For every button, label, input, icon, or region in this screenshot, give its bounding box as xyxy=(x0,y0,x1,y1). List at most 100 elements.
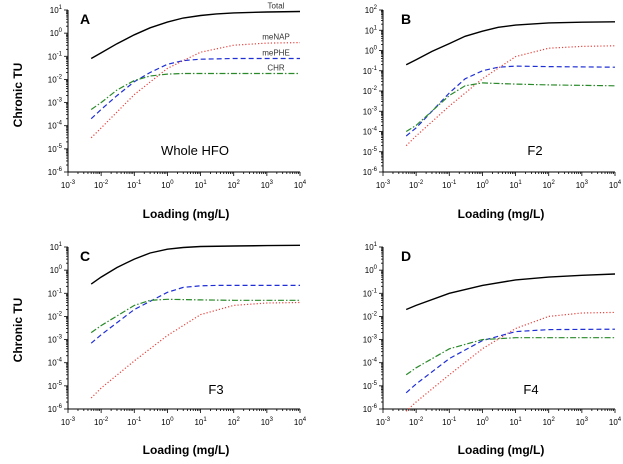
tick-label: 103 xyxy=(576,417,589,427)
series-line-mephe xyxy=(90,57,300,120)
x-axis-title: Loading (mg/L) xyxy=(458,207,545,221)
tick-label: 10-2 xyxy=(409,417,424,427)
series-line-mephe xyxy=(90,284,300,344)
tick-label: 10-6 xyxy=(48,404,63,414)
series-line-chr xyxy=(90,298,300,334)
tick-label: 10-1 xyxy=(363,288,378,298)
tick-label: 101 xyxy=(509,180,522,190)
series-line-menap xyxy=(405,311,616,412)
tick-label: 101 xyxy=(365,25,378,35)
tick-label: 10-3 xyxy=(48,98,63,108)
tick-label: 102 xyxy=(365,5,378,15)
y-axis-title: Chronic TU xyxy=(11,298,25,363)
tick-label: 10-2 xyxy=(363,311,378,321)
tick-label: 10-6 xyxy=(363,404,378,414)
tick-label: 10-2 xyxy=(48,311,63,321)
chart-panel-c: 10-3 10-2 10-1 100 101 102 103 104 10-6 10-5 10-4 1… xyxy=(11,242,307,457)
panel-letter: A xyxy=(80,11,90,27)
tick-label: 10-4 xyxy=(363,358,378,368)
tick-label: 103 xyxy=(261,417,274,427)
chart-panel-a: 10-3 10-2 10-1 100 101 102 103 104 10-6 10-5 10-4 1… xyxy=(11,2,307,221)
series-line-mephe xyxy=(405,65,616,137)
tick-label: 100 xyxy=(476,417,489,427)
tick-label: 10-1 xyxy=(442,417,457,427)
tick-label: 10-2 xyxy=(94,417,109,427)
tick-label: 101 xyxy=(50,242,63,252)
tick-label: 102 xyxy=(228,417,241,427)
tick-label: 100 xyxy=(50,265,63,275)
x-axis-title: Loading (mg/L) xyxy=(143,207,230,221)
tick-label: 10-1 xyxy=(127,417,142,427)
tick-label: 10-3 xyxy=(363,335,378,345)
tick-label: 10-1 xyxy=(48,288,63,298)
tick-label: 10-1 xyxy=(363,66,378,76)
series-line-menap xyxy=(405,45,616,147)
tick-label: 10-4 xyxy=(48,121,63,131)
tick-label: 100 xyxy=(161,180,174,190)
tick-label: 104 xyxy=(294,180,307,190)
tick-label: 103 xyxy=(576,180,589,190)
tick-label: 10-5 xyxy=(48,381,63,391)
series-label-total: Total xyxy=(268,2,285,11)
tick-label: 102 xyxy=(543,417,556,427)
panel-annotation: F4 xyxy=(523,382,538,397)
tick-label: 100 xyxy=(476,180,489,190)
series-line-total xyxy=(90,244,301,285)
tick-label: 100 xyxy=(365,265,378,275)
tick-label: 10-3 xyxy=(363,106,378,116)
tick-label: 10-1 xyxy=(442,180,457,190)
series-line-mephe xyxy=(405,328,616,394)
panel-annotation: Whole HFO xyxy=(161,143,229,158)
tick-label: 104 xyxy=(294,417,307,427)
panel-annotation: F2 xyxy=(527,143,542,158)
tick-label: 101 xyxy=(194,417,207,427)
tick-label: 10-3 xyxy=(48,335,63,345)
y-axis-title: Chronic TU xyxy=(11,63,25,128)
chart-panel-b: 10-3 10-2 10-1 100 101 102 103 104 10-6 10-5 10-4 1… xyxy=(363,5,622,221)
tick-label: 10-3 xyxy=(376,417,391,427)
tick-label: 102 xyxy=(543,180,556,190)
tick-label: 10-3 xyxy=(61,180,76,190)
tick-label: 100 xyxy=(50,28,63,38)
tick-label: 104 xyxy=(609,417,622,427)
series-line-menap xyxy=(90,42,301,139)
tick-label: 10-3 xyxy=(61,417,76,427)
tick-label: 102 xyxy=(228,180,241,190)
series-line-chr xyxy=(90,72,300,110)
tick-label: 10-2 xyxy=(363,86,378,96)
panel-letter: C xyxy=(80,248,90,264)
tick-label: 101 xyxy=(365,242,378,252)
tick-label: 10-4 xyxy=(48,358,63,368)
tick-label: 10-2 xyxy=(94,180,109,190)
series-line-chr xyxy=(405,337,615,376)
series-line-chr xyxy=(405,82,616,133)
tick-label: 104 xyxy=(609,180,622,190)
series-line-total xyxy=(90,10,301,60)
series-label-chr: CHR xyxy=(267,64,285,73)
panel-annotation: F3 xyxy=(208,382,223,397)
tick-label: 10-1 xyxy=(127,180,142,190)
series-line-total xyxy=(405,273,616,311)
panel-letter: B xyxy=(401,11,411,27)
x-axis-title: Loading (mg/L) xyxy=(143,443,230,457)
tick-label: 10-5 xyxy=(363,381,378,391)
tick-label: 101 xyxy=(194,180,207,190)
tick-label: 10-6 xyxy=(48,167,63,177)
tick-label: 10-2 xyxy=(409,180,424,190)
tick-label: 10-2 xyxy=(48,74,63,84)
tick-label: 10-5 xyxy=(363,147,378,157)
series-line-total xyxy=(405,21,616,66)
tick-label: 10-1 xyxy=(48,51,63,61)
x-axis-title: Loading (mg/L) xyxy=(458,443,545,457)
tick-label: 103 xyxy=(261,180,274,190)
series-label-mephe: mePHE xyxy=(262,49,290,58)
tick-label: 10-4 xyxy=(363,127,378,137)
tick-label: 100 xyxy=(365,46,378,56)
tick-label: 10-6 xyxy=(363,167,378,177)
tick-label: 101 xyxy=(509,417,522,427)
panel-letter: D xyxy=(401,248,411,264)
series-line-menap xyxy=(90,301,301,399)
tick-label: 10-3 xyxy=(376,180,391,190)
tick-label: 10-5 xyxy=(48,144,63,154)
